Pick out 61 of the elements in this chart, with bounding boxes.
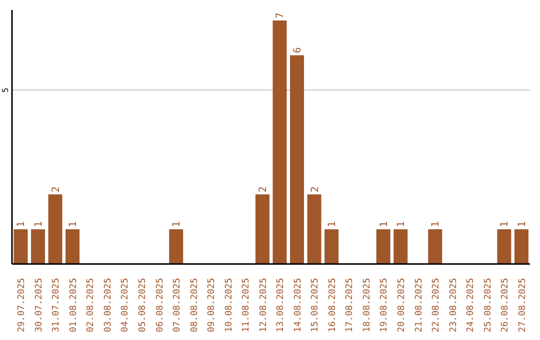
x-tick-label: 14.08.2025	[293, 278, 304, 332]
bar	[376, 229, 390, 264]
x-tick-label: 12.08.2025	[258, 278, 269, 332]
bar	[307, 194, 322, 264]
x-tick-label: 15.08.2025	[310, 278, 321, 332]
data-label: 2	[258, 186, 269, 192]
x-tick-label: 29.07.2025	[17, 278, 28, 332]
data-label: 1	[378, 221, 390, 228]
x-tick-label: 01.08.2025	[68, 278, 79, 332]
x-tick-label: 17.08.2025	[345, 278, 356, 332]
data-label: 1	[33, 221, 44, 228]
data-label: 1	[500, 221, 511, 228]
data-label: 1	[516, 221, 528, 228]
bar	[497, 229, 512, 264]
bar	[428, 229, 442, 264]
bar	[290, 55, 304, 264]
x-tick-label: 05.08.2025	[138, 278, 148, 332]
data-label: 1	[16, 221, 28, 228]
data-label: 1	[396, 221, 408, 228]
x-tick-label: 07.08.2025	[172, 278, 183, 332]
x-tick-label: 25.08.2025	[483, 278, 494, 332]
x-tick-label: 19.08.2025	[380, 278, 390, 332]
data-label: 2	[310, 186, 321, 192]
data-label: 1	[172, 221, 183, 228]
bar	[66, 229, 80, 264]
data-label: 1	[327, 221, 338, 228]
y-tick-label: 5	[1, 87, 10, 92]
x-tick-label: 23.08.2025	[448, 278, 459, 332]
data-label: 1	[68, 221, 80, 228]
x-tick-label: 22.08.2025	[432, 278, 442, 332]
x-tick-label: 30.07.2025	[34, 278, 44, 332]
x-tick-label: 03.08.2025	[103, 278, 114, 332]
bar	[169, 229, 184, 264]
x-tick-label: 06.08.2025	[155, 278, 166, 332]
x-tick-label: 26.08.2025	[500, 278, 511, 332]
x-tick-label: 10.08.2025	[224, 278, 234, 332]
bar	[48, 194, 62, 264]
x-tick-label: 09.08.2025	[207, 278, 218, 332]
x-tick-label: 13.08.2025	[276, 278, 286, 332]
x-tick-label: 24.08.2025	[466, 278, 476, 332]
x-tick-label: 16.08.2025	[328, 278, 338, 332]
bar	[324, 229, 339, 264]
x-tick-label: 21.08.2025	[414, 278, 424, 332]
data-label: 2	[50, 186, 62, 192]
bar	[272, 20, 287, 264]
x-tick-label: 31.07.2025	[52, 278, 62, 332]
data-label: 7	[275, 12, 286, 18]
x-tick-label: 27.08.2025	[518, 278, 528, 332]
x-tick-label: 04.08.2025	[120, 278, 131, 332]
x-tick-label: 20.08.2025	[397, 278, 407, 332]
x-tick-label: 02.08.2025	[86, 278, 96, 332]
bar	[255, 194, 270, 264]
bar	[514, 229, 528, 264]
bar	[14, 229, 28, 264]
data-label: 6	[292, 47, 304, 54]
x-tick-label: 08.08.2025	[190, 278, 200, 332]
x-tick-label: 18.08.2025	[362, 278, 372, 332]
data-label: 1	[430, 221, 442, 228]
bar	[394, 229, 408, 264]
bar	[30, 229, 45, 264]
x-tick-label: 11.08.2025	[242, 278, 252, 332]
